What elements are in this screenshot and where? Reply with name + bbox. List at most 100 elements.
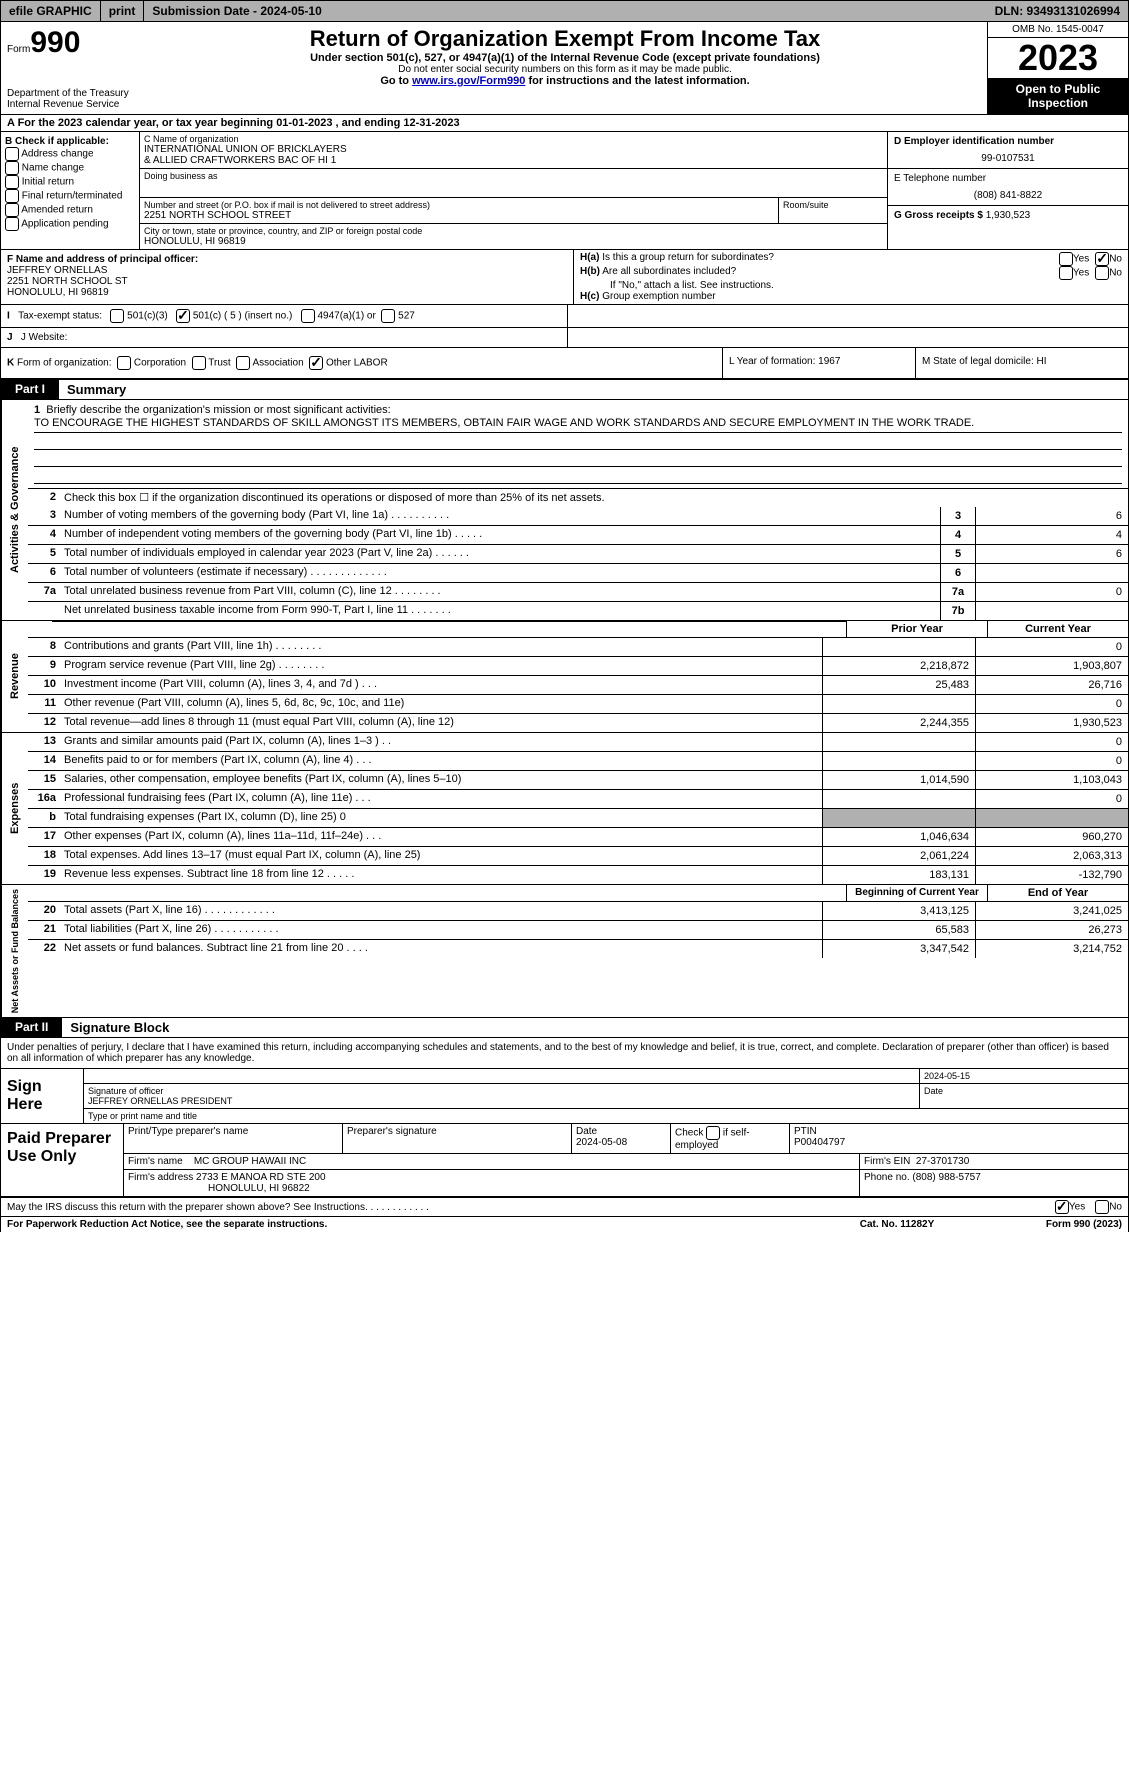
officer-name-title: JEFFREY ORNELLAS PRESIDENT	[88, 1096, 915, 1106]
chk-corp[interactable]	[117, 356, 131, 370]
firm-name: MC GROUP HAWAII INC	[194, 1156, 306, 1167]
ha-no[interactable]: No	[1095, 252, 1122, 266]
line13-cy: 0	[975, 733, 1128, 751]
officer-group-row: F Name and address of principal officer:…	[1, 250, 1128, 305]
submission-date: Submission Date - 2024-05-10	[144, 1, 986, 21]
line15-py: 1,014,590	[822, 771, 975, 789]
street-address: 2251 NORTH SCHOOL STREET	[144, 210, 774, 221]
firm-phone: (808) 988-5757	[912, 1172, 980, 1183]
footer-left: For Paperwork Reduction Act Notice, see …	[7, 1219, 822, 1230]
vtab-ag: Activities & Governance	[1, 400, 28, 620]
line12-cy: 1,930,523	[975, 714, 1128, 732]
line17-py: 1,046,634	[822, 828, 975, 846]
line10-cy: 26,716	[975, 676, 1128, 694]
ptin-value: P00404797	[794, 1137, 845, 1148]
line7b-val	[975, 602, 1128, 620]
chk-initial-return[interactable]: Initial return	[5, 175, 135, 189]
chk-final-return[interactable]: Final return/terminated	[5, 189, 135, 203]
form-header: Form990 Department of the Treasury Inter…	[1, 22, 1128, 115]
footer-right: Form 990 (2023)	[972, 1219, 1122, 1230]
dept-label: Department of the Treasury	[7, 88, 137, 99]
line10-py: 25,483	[822, 676, 975, 694]
line17-cy: 960,270	[975, 828, 1128, 846]
chk-assoc[interactable]	[236, 356, 250, 370]
prior-year-head: Prior Year	[846, 621, 987, 637]
hb-no[interactable]: No	[1095, 266, 1122, 280]
gross-label: G Gross receipts $	[894, 210, 983, 221]
paid-preparer-label: Paid Preparer Use Only	[1, 1124, 123, 1196]
year-formation: L Year of formation: 1967	[722, 348, 915, 378]
line7a-val: 0	[975, 583, 1128, 601]
mission-text: TO ENCOURAGE THE HIGHEST STANDARDS OF SK…	[34, 416, 1122, 433]
line20-py: 3,413,125	[822, 902, 975, 920]
chk-amended[interactable]: Amended return	[5, 203, 135, 217]
officer-name: JEFFREY ORNELLAS	[7, 265, 567, 276]
city-label: City or town, state or province, country…	[144, 226, 883, 236]
form-title: Return of Organization Exempt From Incom…	[149, 26, 981, 52]
open-public-badge: Open to Public Inspection	[988, 78, 1128, 114]
line18-py: 2,061,224	[822, 847, 975, 865]
chk-501c[interactable]	[176, 309, 190, 323]
chk-501c3[interactable]	[110, 309, 124, 323]
f-label: F Name and address of principal officer:	[7, 254, 567, 265]
eoy-head: End of Year	[987, 885, 1128, 901]
hb-note: If "No," attach a list. See instructions…	[580, 280, 1122, 291]
firm-city: HONOLULU, HI 96822	[128, 1183, 310, 1194]
line8-cy: 0	[975, 638, 1128, 656]
prep-date: 2024-05-08	[576, 1137, 627, 1148]
discuss-row: May the IRS discuss this return with the…	[1, 1198, 1128, 1217]
chk-other[interactable]	[309, 356, 323, 370]
line14-cy: 0	[975, 752, 1128, 770]
org-name-1: INTERNATIONAL UNION OF BRICKLAYERS	[144, 144, 883, 155]
irs-link[interactable]: www.irs.gov/Form990	[412, 75, 525, 87]
part1-num: Part I	[1, 380, 59, 399]
vtab-exp: Expenses	[1, 733, 28, 884]
dln-label: DLN: 93493131026994	[987, 4, 1128, 18]
chk-4947[interactable]	[301, 309, 315, 323]
line3-val: 6	[975, 507, 1128, 525]
preparer-sig-label: Preparer's signature	[343, 1124, 572, 1153]
gross-value: 1,930,523	[986, 210, 1031, 221]
print-button[interactable]: print	[101, 1, 145, 21]
b-label: B Check if applicable:	[5, 136, 135, 147]
line9-cy: 1,903,807	[975, 657, 1128, 675]
discuss-yes[interactable]: Yes	[1055, 1200, 1085, 1214]
chk-527[interactable]	[381, 309, 395, 323]
form-label: Form	[7, 44, 30, 55]
omb-number: OMB No. 1545-0047	[988, 22, 1128, 38]
check-self-emp[interactable]: Check if self-employed	[671, 1124, 790, 1153]
discuss-no[interactable]: No	[1095, 1200, 1122, 1214]
title-cell: Return of Organization Exempt From Incom…	[143, 22, 987, 114]
form-number: 990	[30, 26, 80, 59]
tax-exempt-row: I Tax-exempt status: 501(c)(3) 501(c) ( …	[1, 305, 1128, 328]
top-toolbar: efile GRAPHIC print Submission Date - 20…	[0, 0, 1129, 22]
chk-name-change[interactable]: Name change	[5, 161, 135, 175]
addr-label: Number and street (or P.O. box if mail i…	[144, 200, 774, 210]
line6-val	[975, 564, 1128, 582]
sig-date: 2024-05-15	[920, 1069, 1128, 1083]
website-row: J J Website:	[1, 328, 1128, 348]
chk-trust[interactable]	[192, 356, 206, 370]
sign-here-row: Sign Here 2024-05-15 Signature of office…	[1, 1069, 1128, 1124]
ein-value: 99-0107531	[894, 147, 1122, 164]
current-year-head: Current Year	[987, 621, 1128, 637]
line5-val: 6	[975, 545, 1128, 563]
chk-application-pending[interactable]: Application pending	[5, 217, 135, 231]
line9-py: 2,218,872	[822, 657, 975, 675]
ha-yes[interactable]: Yes	[1059, 252, 1089, 266]
chk-address-change[interactable]: Address change	[5, 147, 135, 161]
org-name-2: & ALLIED CRAFTWORKERS BAC OF HI 1	[144, 155, 883, 166]
vtab-na: Net Assets or Fund Balances	[1, 885, 28, 1017]
sign-here-label: Sign Here	[1, 1069, 83, 1123]
form-warning: Do not enter social security numbers on …	[149, 64, 981, 75]
line15-cy: 1,103,043	[975, 771, 1128, 789]
expenses-section: Expenses 13Grants and similar amounts pa…	[1, 732, 1128, 884]
hb-yes[interactable]: Yes	[1059, 266, 1089, 280]
form-subtitle: Under section 501(c), 527, or 4947(a)(1)…	[149, 52, 981, 64]
state-domicile: M State of legal domicile: HI	[915, 348, 1128, 378]
penalty-text: Under penalties of perjury, I declare th…	[1, 1038, 1128, 1069]
line22-cy: 3,214,752	[975, 940, 1128, 958]
form-goto: Go to www.irs.gov/Form990 for instructio…	[149, 75, 981, 87]
activities-governance-section: Activities & Governance 1 Briefly descri…	[1, 400, 1128, 621]
na-year-header: Beginning of Current Year End of Year	[28, 885, 1128, 902]
